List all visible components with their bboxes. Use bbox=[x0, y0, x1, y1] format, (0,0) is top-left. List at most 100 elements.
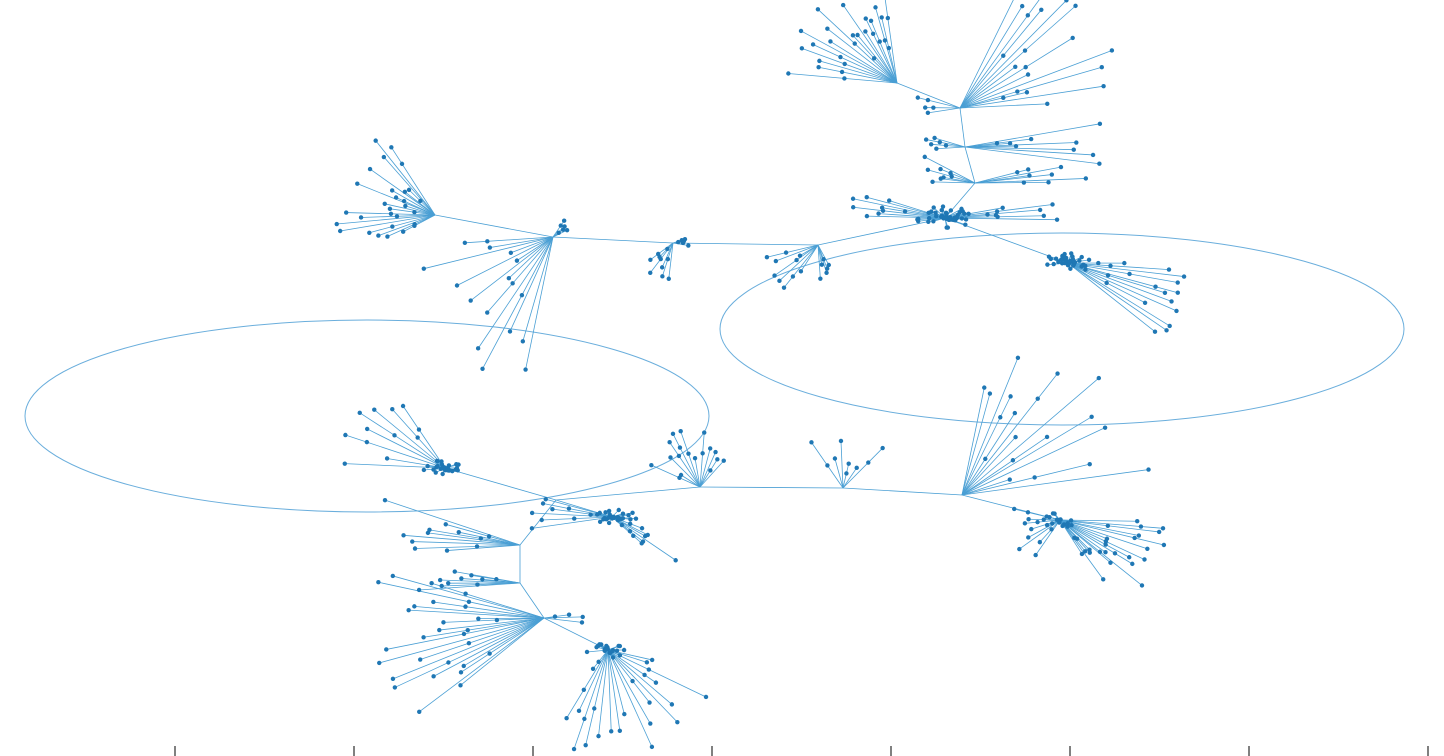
leaf-node bbox=[412, 546, 418, 551]
leaf-node bbox=[1109, 48, 1115, 53]
spoke-edge bbox=[974, 174, 1052, 184]
leaf-node bbox=[1039, 7, 1044, 13]
leaf-node bbox=[817, 58, 822, 64]
cluster-node bbox=[1052, 511, 1057, 516]
leaf-node bbox=[1008, 394, 1013, 399]
leaf-node bbox=[539, 517, 544, 523]
leaf-node bbox=[571, 746, 577, 752]
leaf-node bbox=[864, 195, 869, 200]
spoke-edge bbox=[1067, 262, 1167, 331]
spoke-edge bbox=[470, 236, 554, 301]
leaf-node bbox=[494, 617, 500, 623]
spoke-edge bbox=[699, 460, 725, 488]
spoke-edge bbox=[974, 178, 1086, 184]
spoke-edge bbox=[834, 458, 844, 489]
cluster-node bbox=[619, 522, 625, 528]
self-loop-edges bbox=[24, 232, 1405, 513]
leaf-node bbox=[985, 212, 990, 217]
spoke-edge bbox=[531, 516, 613, 529]
spoke-edge bbox=[672, 433, 701, 488]
leaf-node bbox=[458, 683, 463, 688]
leaf-node bbox=[1070, 35, 1075, 41]
cluster-node bbox=[1071, 263, 1076, 268]
spoke-edge bbox=[866, 215, 946, 219]
leaf-node bbox=[1136, 533, 1142, 538]
leaf-node bbox=[1022, 48, 1028, 53]
cluster-node bbox=[617, 653, 623, 658]
spoke-edge bbox=[1059, 519, 1164, 529]
spoke-edge bbox=[961, 427, 1106, 496]
leaf-node bbox=[1015, 170, 1020, 175]
leaf-node bbox=[1097, 121, 1103, 127]
cluster-node bbox=[453, 467, 458, 472]
leaf-node bbox=[1072, 535, 1077, 541]
leaf-node bbox=[564, 227, 570, 233]
leaf-node bbox=[520, 339, 526, 344]
leaf-node bbox=[1037, 207, 1043, 213]
leaf-node bbox=[412, 209, 417, 215]
leaf-node bbox=[431, 599, 436, 605]
leaf-node bbox=[485, 310, 490, 315]
leaf-node bbox=[925, 110, 931, 116]
leaf-node bbox=[494, 577, 499, 582]
spoke-edge bbox=[598, 649, 609, 737]
leaf-node bbox=[668, 455, 673, 460]
leaf-node bbox=[1025, 72, 1031, 77]
spoke-edge bbox=[525, 236, 554, 370]
cluster-node bbox=[939, 207, 944, 213]
spoke-edge bbox=[766, 244, 819, 258]
leaf-node bbox=[1054, 217, 1060, 222]
spoke-edge bbox=[478, 617, 545, 620]
backbone-edge bbox=[519, 499, 557, 546]
self-loop-left bbox=[24, 319, 710, 513]
backbone-edge bbox=[817, 217, 946, 246]
leaf-node bbox=[417, 709, 422, 714]
leaf-node bbox=[627, 529, 633, 534]
leaf-node bbox=[670, 431, 676, 437]
leaf-node bbox=[1026, 517, 1031, 522]
cluster-node bbox=[931, 219, 936, 224]
spoke-edge bbox=[830, 41, 898, 84]
spoke-edge bbox=[842, 4, 898, 84]
leaf-node bbox=[393, 195, 399, 200]
cluster-node bbox=[1067, 259, 1072, 264]
cluster-node bbox=[1051, 261, 1056, 267]
spoke-edge bbox=[402, 405, 446, 469]
cluster-node bbox=[446, 463, 452, 468]
spoke-edge bbox=[799, 244, 819, 256]
leaf-node bbox=[529, 526, 535, 531]
leaf-node bbox=[444, 548, 450, 553]
leaf-node bbox=[384, 456, 390, 461]
spoke-edge bbox=[959, 103, 1048, 109]
cluster-node bbox=[620, 511, 626, 516]
leaf-node bbox=[1090, 152, 1096, 158]
leaf-node bbox=[825, 463, 830, 468]
leaf-node bbox=[1017, 546, 1022, 552]
spoke-edge bbox=[541, 516, 613, 521]
cluster-node bbox=[934, 213, 939, 219]
spoke-edge bbox=[607, 649, 673, 705]
spoke-edge bbox=[340, 214, 436, 232]
leaf-node bbox=[390, 573, 396, 579]
spoke-edge bbox=[415, 544, 521, 549]
leaf-node bbox=[550, 506, 555, 512]
leaf-node bbox=[994, 140, 1000, 146]
spoke-edge bbox=[779, 244, 819, 282]
leaf-node bbox=[463, 604, 468, 609]
leaf-node bbox=[576, 708, 582, 714]
leaf-node bbox=[566, 506, 572, 511]
leaf-node bbox=[364, 426, 370, 432]
leaf-node bbox=[1169, 299, 1174, 304]
cluster-node bbox=[450, 468, 455, 474]
spoke-edge bbox=[812, 44, 898, 84]
leaf-node bbox=[596, 733, 601, 739]
cluster-node bbox=[433, 470, 438, 475]
leaf-node bbox=[708, 468, 713, 473]
spoke-edge bbox=[680, 474, 701, 488]
spoke-edge bbox=[961, 396, 1011, 496]
leaf-node bbox=[1102, 425, 1108, 430]
spoke-edge bbox=[486, 236, 554, 313]
leaf-node bbox=[844, 471, 849, 476]
leaf-node bbox=[928, 142, 934, 147]
cluster-node bbox=[607, 512, 612, 517]
